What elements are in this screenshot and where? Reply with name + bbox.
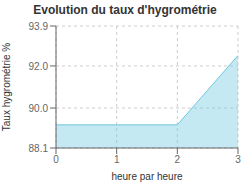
svg-text:Taux hygrométrie %: Taux hygrométrie % xyxy=(8,43,12,131)
svg-text:90.0: 90.0 xyxy=(29,103,49,114)
svg-text:heure par heure: heure par heure xyxy=(111,171,183,182)
svg-text:3: 3 xyxy=(235,154,241,165)
svg-text:0: 0 xyxy=(53,154,59,165)
svg-text:2: 2 xyxy=(175,154,181,165)
svg-text:88.1: 88.1 xyxy=(29,143,49,154)
html-text:Evolution du taux d'hygrométri: Evolution du taux d'hygrométrie xyxy=(33,3,217,17)
svg-text:93.9: 93.9 xyxy=(29,21,49,32)
svg-text:1: 1 xyxy=(114,154,120,165)
svg-text:92.0: 92.0 xyxy=(29,61,49,72)
